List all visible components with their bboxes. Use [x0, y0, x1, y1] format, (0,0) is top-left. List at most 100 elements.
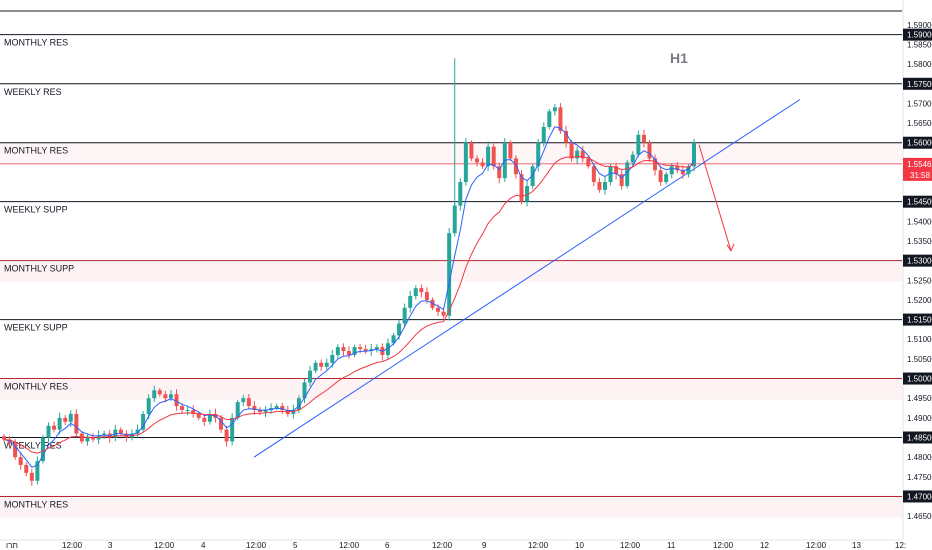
price-tick-label: 1.52000: [907, 296, 932, 305]
level-price-badge-text: 1.57500: [907, 80, 932, 89]
candle-body: [141, 413, 146, 430]
level-price-badge-text: 1.48500: [907, 434, 932, 443]
candle-body: [686, 166, 691, 175]
candle-body: [469, 142, 474, 159]
candle-body: [441, 311, 446, 316]
projection-line[interactable]: [698, 144, 732, 251]
candle-body: [569, 142, 574, 159]
time-tick-label: 12:00: [528, 541, 549, 550]
candle-body: [614, 166, 619, 175]
time-tick-label: 11: [667, 541, 676, 550]
candle-body: [302, 382, 307, 399]
candle-body: [352, 347, 357, 355]
candle-body: [408, 296, 413, 308]
level-zones: [0, 141, 902, 518]
candle-body: [252, 406, 257, 410]
candle-body: [146, 398, 151, 414]
candle-body: [608, 166, 613, 183]
candle-body: [552, 107, 557, 112]
candle-body: [13, 443, 18, 458]
candle-body: [547, 111, 552, 128]
price-axis[interactable]: 1.590001.585001.580001.575001.570001.565…: [902, 0, 932, 550]
level-label: MONTHLY RES: [4, 382, 68, 392]
candle-body: [536, 142, 541, 167]
candle-body: [63, 417, 68, 422]
candle-body: [692, 142, 696, 167]
level-price-badge-text: 1.54500: [907, 198, 932, 207]
level-label: MONTHLY RES: [4, 146, 68, 156]
candle-body: [486, 146, 491, 167]
candle-body: [480, 162, 485, 167]
candle-body: [675, 166, 680, 171]
level-price-badge: [903, 372, 932, 385]
candle-body: [274, 406, 279, 409]
candle-body: [491, 146, 496, 167]
candle-body: [118, 429, 123, 434]
ma-fast-line: [3, 126, 695, 468]
candle-body: [91, 437, 96, 440]
time-tick-label: 9: [482, 541, 487, 550]
candle-body: [163, 394, 168, 399]
candle-body: [447, 233, 452, 316]
candle-body: [508, 142, 513, 159]
price-tick-label: 1.47500: [907, 473, 932, 482]
candle-body: [40, 437, 45, 462]
level-price-badge: [903, 490, 932, 503]
trendline[interactable]: [253, 99, 801, 458]
price-tick-label: 1.59000: [907, 21, 932, 30]
level-price-badge-text: 1.47000: [907, 492, 932, 501]
candle-body: [653, 158, 658, 171]
time-tick-label: 12: [760, 541, 769, 550]
candle-body: [397, 323, 402, 336]
candle-body: [580, 150, 585, 159]
time-tick-label: 5: [293, 541, 298, 550]
candle-body: [330, 354, 335, 363]
level-zone: [0, 141, 902, 164]
trendline-layer[interactable]: [253, 99, 801, 458]
time-tick-label: 3: [108, 541, 113, 550]
candle-body: [24, 465, 29, 473]
level-price-badge: [903, 195, 932, 208]
level-price-badge: [903, 313, 932, 326]
candle-body: [180, 406, 185, 410]
candle-body: [52, 425, 57, 430]
candle-body: [185, 409, 190, 411]
candle-body: [458, 182, 463, 206]
current-price-text: 1.55462: [907, 160, 932, 169]
time-tick-label: 12:00: [432, 541, 453, 550]
time-tick-label: 12:00: [154, 541, 175, 550]
moving-averages-layer: [3, 126, 695, 468]
time-tick-label: 12:00: [62, 541, 83, 550]
candle-body: [68, 413, 73, 422]
candle-body: [202, 417, 207, 422]
candle-body: [319, 362, 324, 367]
candle-body: [358, 347, 363, 350]
candle-body: [235, 402, 240, 418]
price-tick-label: 1.51000: [907, 335, 932, 344]
level-label: MONTHLY RES: [4, 499, 68, 509]
time-tick-label: 6: [385, 541, 390, 550]
candle-body: [257, 409, 262, 412]
candle-body: [347, 351, 351, 355]
timeframe-label: H1: [670, 50, 688, 66]
candle-body: [152, 390, 157, 399]
time-tick-label: 12:: [895, 541, 906, 550]
candle-body: [586, 158, 591, 167]
time-tick-label: 4: [201, 541, 206, 550]
candle-body: [619, 174, 624, 186]
time-axis[interactable]: תרו 12:00 3 12:00 4 12:00 5 12:00 6 12:00 9 12:00 10…: [0, 539, 906, 550]
candle-body: [341, 347, 346, 352]
candle-body: [541, 127, 546, 143]
projection-layer[interactable]: [698, 144, 735, 252]
level-price-badge-text: 1.51500: [907, 316, 932, 325]
candle-body: [575, 150, 580, 159]
candle-body: [513, 158, 518, 175]
candle-body: [430, 299, 435, 308]
level-label: MONTHLY SUPP: [4, 264, 74, 274]
candle-body: [230, 417, 235, 442]
level-label: WEEKLY SUPP: [4, 205, 68, 215]
price-tick-label: 1.58500: [907, 40, 932, 49]
time-tick-label: 12:00: [620, 541, 641, 550]
projection-arrowhead: [726, 243, 735, 252]
